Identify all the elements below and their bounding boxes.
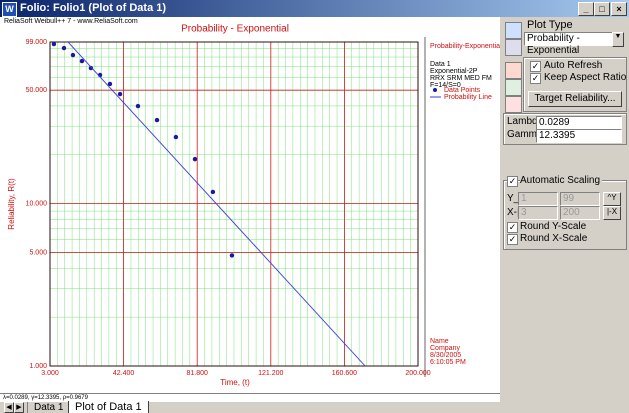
window-title: Folio: Folio1 (Plot of Data 1) xyxy=(20,2,167,14)
x-max-field[interactable]: 200 xyxy=(560,206,600,220)
chart-title: Probability - Exponential xyxy=(181,24,289,35)
gamma-field[interactable]: 12.3395 xyxy=(536,129,622,143)
data-point xyxy=(210,189,216,195)
dropdown-button[interactable]: ▼ xyxy=(612,32,624,47)
data-point xyxy=(117,91,123,97)
data-point xyxy=(229,253,235,258)
maximize-button[interactable]: □ xyxy=(594,2,610,16)
legend-swatch xyxy=(433,88,437,92)
parameters-group xyxy=(503,113,627,145)
target-reliability-button[interactable]: Target Reliability... xyxy=(528,91,622,107)
plot: ReliaSoft Weibull++ 7 - www.ReliaSoft.co… xyxy=(4,18,500,387)
y-axis-label: Reliability, R(t) xyxy=(7,178,16,230)
x-min-field[interactable]: 3 xyxy=(518,206,558,220)
y-scale-label: Y_ xyxy=(507,193,520,204)
tab-active[interactable]: Plot of Data 1 xyxy=(68,401,149,413)
x-tick-label: 160.600 xyxy=(332,370,357,377)
title-bar: W Folio: Folio1 (Plot of Data 1) _ □ × xyxy=(0,0,629,17)
data-point xyxy=(88,65,94,71)
y-tick-label: 50.000 xyxy=(26,87,48,94)
app-icon: W xyxy=(2,2,17,17)
y-tick-label: 99.000 xyxy=(26,39,48,46)
y-max-field[interactable]: 99 xyxy=(560,192,600,206)
legend-info: Exponential-2P xyxy=(430,68,478,75)
legend-info: Data 1 xyxy=(430,61,451,68)
data-point xyxy=(154,117,160,123)
probability-line xyxy=(67,42,366,366)
data-point xyxy=(79,58,85,64)
x-tick-label: 200.000 xyxy=(405,370,430,377)
legend-label: Data Points xyxy=(444,87,481,94)
plot-type-label: Plot Type xyxy=(527,19,573,31)
data-point xyxy=(173,134,179,140)
legend-info: RRX SRM MED FM xyxy=(430,75,492,82)
tab-prev[interactable]: ◀ xyxy=(4,402,14,413)
plot-frame xyxy=(49,41,419,367)
data-point xyxy=(192,156,198,162)
footer-text: 6:10:05 PM xyxy=(430,359,466,366)
options-group xyxy=(523,57,627,112)
plot-type-select[interactable]: Probability - Exponential xyxy=(524,32,614,56)
auto-refresh-checkbox[interactable]: ✓ xyxy=(530,61,541,72)
x-tick-label: 42.400 xyxy=(113,370,135,377)
lambda-field[interactable]: 0.0289 xyxy=(536,116,622,130)
auto-scaling-label: Automatic Scaling xyxy=(520,175,603,186)
close-button[interactable]: × xyxy=(611,2,627,16)
data-point xyxy=(135,103,141,109)
round-x-label: Round X-Scale xyxy=(520,233,588,244)
plot-background xyxy=(0,17,500,393)
round-y-checkbox[interactable]: ✓ xyxy=(507,222,518,233)
tool-button[interactable] xyxy=(505,96,522,113)
minimize-button[interactable]: _ xyxy=(578,2,594,16)
legend-info: F=14/S=0 xyxy=(430,82,461,89)
legend-title: Probability-Exponential xyxy=(430,43,500,50)
aspect-ratio-label: Keep Aspect Ratio xyxy=(544,72,627,83)
legend-label: Probability Line xyxy=(444,94,492,101)
footer-text: Name xyxy=(430,338,449,345)
y-button[interactable]: ^Y xyxy=(603,192,621,206)
x-scale-label: X-| xyxy=(507,207,520,218)
data-point xyxy=(70,52,76,58)
tool-button[interactable] xyxy=(505,79,522,96)
x-tick-label: 81.800 xyxy=(186,370,208,377)
y-tick-label: 5.000 xyxy=(29,249,47,256)
status-bar: λ=0.0289, γ=12.3395, ρ=0.9679 xyxy=(0,393,500,402)
plot-header: ReliaSoft Weibull++ 7 - www.ReliaSoft.co… xyxy=(4,18,138,25)
x-button[interactable]: |-X xyxy=(603,206,621,220)
footer-text: Company xyxy=(430,345,460,352)
x-axis-label: Time, (t) xyxy=(220,378,250,387)
x-tick-label: 121.200 xyxy=(258,370,283,377)
data-point xyxy=(51,41,57,47)
x-tick-label: 3.000 xyxy=(41,370,59,377)
footer-text: 8/30/2005 xyxy=(430,352,461,359)
lambda-label: Lambda xyxy=(507,116,544,127)
auto-scaling-checkbox[interactable]: ✓ xyxy=(507,176,518,187)
tab[interactable]: Data 1 xyxy=(27,402,71,413)
tool-button[interactable] xyxy=(505,22,522,39)
gamma-label: Gamma xyxy=(507,129,543,140)
tool-button[interactable] xyxy=(505,62,522,79)
y-min-field[interactable]: 1 xyxy=(518,192,558,206)
aspect-ratio-checkbox[interactable]: ✓ xyxy=(530,73,541,84)
round-y-label: Round Y-Scale xyxy=(520,221,587,232)
tab-bar: ◀ ▶ Data 1 Plot of Data 1 xyxy=(0,401,500,413)
data-point xyxy=(61,45,67,51)
tool-button[interactable] xyxy=(505,39,522,56)
tab-next[interactable]: ▶ xyxy=(14,402,24,413)
y-tick-label: 1.000 xyxy=(29,363,47,370)
data-point xyxy=(107,81,113,87)
auto-refresh-label: Auto Refresh xyxy=(544,60,603,71)
status-text: λ=0.0289, γ=12.3395, ρ=0.9679 xyxy=(3,395,88,401)
round-x-checkbox[interactable]: ✓ xyxy=(507,234,518,245)
y-tick-label: 10.000 xyxy=(26,200,48,207)
